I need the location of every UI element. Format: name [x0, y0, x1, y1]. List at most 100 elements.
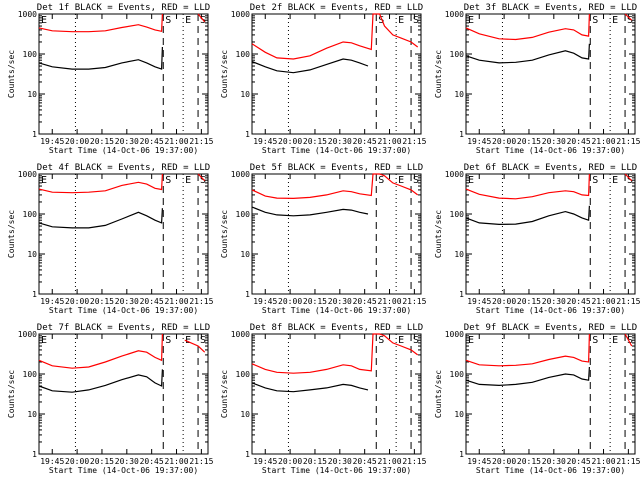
x-tick-label: 20:15 [90, 137, 114, 146]
x-tick-label: 19:45 [253, 137, 277, 146]
y-tick-label: 1000 [231, 170, 250, 179]
panel-8: Det 8f BLACK = Events, RED = LLD 1 10 100 10… [220, 323, 427, 475]
x-tick-label: 21:15 [616, 457, 640, 466]
y-tick-label: 100 [23, 370, 38, 379]
y-tick-label: 1 [32, 450, 37, 459]
marker-label: E [185, 15, 191, 26]
marker-label: S [627, 175, 633, 186]
x-tick-label: 20:15 [517, 137, 541, 146]
series-line-lld [465, 333, 590, 367]
panel-title: Det 5f BLACK = Events, RED = LLD [250, 163, 423, 173]
series-line-lld [38, 13, 163, 33]
x-tick-label: 20:45 [353, 457, 377, 466]
x-tick-label: 20:30 [115, 297, 139, 306]
x-tick-label: 20:45 [140, 137, 164, 146]
x-tick-label: 20:00 [65, 297, 89, 306]
x-tick-label: 20:30 [328, 137, 352, 146]
x-tick-label: 19:45 [253, 297, 277, 306]
x-tick-label: 20:30 [328, 297, 352, 306]
x-tick-label: 20:30 [115, 137, 139, 146]
y-tick-label: 1000 [231, 10, 250, 19]
x-tick-label: 21:00 [164, 457, 188, 466]
marker-label: E [398, 335, 404, 346]
panel-title: Det 1f BLACK = Events, RED = LLD [37, 3, 210, 13]
y-tick-label: 10 [27, 90, 37, 99]
plot-frame [251, 173, 422, 295]
x-tick-label: 20:15 [517, 297, 541, 306]
x-tick-label: 20:30 [542, 297, 566, 306]
marker-label: E [398, 15, 404, 26]
y-axis-label: Counts/sec [7, 370, 16, 418]
x-axis-label: Start Time (14-Oct-06 19:37:00) [49, 146, 198, 155]
series-line-lld [38, 173, 163, 194]
x-tick-label: 20:00 [65, 457, 89, 466]
panel-title: Det 7f BLACK = Events, RED = LLD [37, 323, 210, 333]
x-axis-label: Start Time (14-Oct-06 19:37:00) [49, 306, 198, 315]
x-tick-label: 19:45 [467, 137, 491, 146]
panel-title: Det 6f BLACK = Events, RED = LLD [464, 163, 637, 173]
marker-label: S [592, 335, 598, 346]
panel-7: Det 7f BLACK = Events, RED = LLD 1 10 100 10… [7, 323, 214, 475]
panel-title: Det 3f BLACK = Events, RED = LLD [464, 3, 637, 13]
y-tick-label: 100 [236, 210, 251, 219]
panel-9: Det 9f BLACK = Events, RED = LLD 1 10 100 10… [434, 323, 640, 475]
series-line-events [465, 205, 590, 226]
marker-label: S [165, 15, 171, 26]
series-line-lld-end [197, 13, 206, 23]
marker-label: S [378, 15, 384, 26]
series-line-lld-end [624, 173, 633, 182]
series-line-events [251, 382, 369, 393]
x-tick-label: 21:15 [402, 137, 426, 146]
series-line-lld [38, 333, 163, 369]
y-tick-label: 1 [245, 290, 250, 299]
x-tick-label: 20:00 [278, 457, 302, 466]
x-tick-label: 21:15 [189, 457, 213, 466]
marker-label: E [468, 335, 474, 346]
y-tick-label: 1 [459, 130, 464, 139]
marker-label: S [413, 175, 419, 186]
x-axis-label: Start Time (14-Oct-06 19:37:00) [476, 146, 625, 155]
series-line-lld [251, 333, 419, 374]
y-tick-label: 1 [32, 290, 37, 299]
y-axis-label: Counts/sec [434, 50, 443, 98]
panel-6: Det 6f BLACK = Events, RED = LLD 1 10 100 10… [434, 163, 640, 315]
marker-label: E [612, 15, 618, 26]
plot-frame [465, 13, 636, 135]
marker-label: S [592, 175, 598, 186]
x-tick-label: 20:45 [567, 297, 591, 306]
marker-label: E [398, 175, 404, 186]
series-line-events [251, 58, 369, 74]
series-line-events [465, 366, 590, 387]
marker-label: E [41, 15, 47, 26]
marker-label: S [200, 335, 206, 346]
plot-frame [38, 333, 209, 455]
y-tick-label: 1000 [445, 170, 464, 179]
x-tick-label: 20:00 [278, 137, 302, 146]
series-line-lld [251, 13, 419, 60]
y-tick-label: 100 [236, 50, 251, 59]
panel-title: Det 2f BLACK = Events, RED = LLD [250, 3, 423, 13]
x-tick-label: 21:15 [189, 297, 213, 306]
y-tick-label: 10 [454, 250, 464, 259]
plot-frame [465, 173, 636, 295]
x-tick-label: 20:45 [140, 457, 164, 466]
series-line-events [38, 46, 163, 70]
x-tick-label: 20:00 [492, 137, 516, 146]
marker-label: E [612, 175, 618, 186]
x-tick-label: 19:45 [40, 137, 64, 146]
x-tick-label: 20:30 [542, 457, 566, 466]
panel-title: Det 4f BLACK = Events, RED = LLD [37, 163, 210, 173]
y-axis-label: Counts/sec [220, 210, 229, 258]
x-tick-label: 21:15 [402, 457, 426, 466]
plot-frame [251, 333, 422, 455]
y-tick-label: 1 [245, 450, 250, 459]
x-tick-label: 21:00 [377, 297, 401, 306]
plot-frame [251, 13, 422, 135]
marker-label: S [592, 15, 598, 26]
x-tick-label: 20:15 [90, 457, 114, 466]
x-tick-label: 20:30 [115, 457, 139, 466]
x-tick-label: 19:45 [467, 457, 491, 466]
marker-label: E [468, 175, 474, 186]
series-line-lld-end [624, 13, 633, 21]
panel-3: Det 3f BLACK = Events, RED = LLD 1 10 100 10… [434, 3, 640, 155]
